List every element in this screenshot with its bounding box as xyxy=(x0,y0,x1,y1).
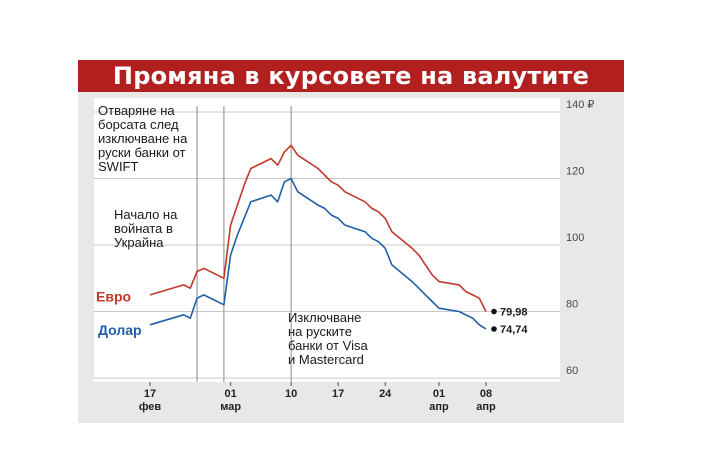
x-tick-month: мар xyxy=(220,401,241,413)
annotation-war: Украйна xyxy=(114,235,164,250)
x-tick-label: 24 xyxy=(379,388,392,400)
x-tick-month: апр xyxy=(476,401,496,413)
chart-card: Промяна в курсовете на валутите 140 ₽ 120… xyxy=(78,60,624,423)
annotation-war: Начало на xyxy=(114,207,178,222)
x-tick-month: фев xyxy=(139,401,162,413)
end-value-label: 79,98 xyxy=(500,307,528,319)
y-tick-label: 60 xyxy=(566,365,578,377)
annotation-war: войната в xyxy=(114,221,173,236)
y-tick-label: 80 xyxy=(566,299,578,311)
annotation-swift: борсата след xyxy=(98,117,179,132)
x-tick-label: 01 xyxy=(433,388,445,400)
annotation-cards: банки от Visa xyxy=(288,338,368,353)
x-tick-label: 08 xyxy=(480,388,492,400)
legend-label: Евро xyxy=(96,289,131,305)
annotation-cards: и Mastercard xyxy=(288,352,364,367)
x-tick-label: 10 xyxy=(285,388,297,400)
series-line xyxy=(149,177,487,330)
plot-area xyxy=(94,98,560,382)
x-tick-month: апр xyxy=(429,401,449,413)
annotation-swift: изключване на xyxy=(98,131,188,146)
series-line xyxy=(149,144,487,312)
annotation-cards: Изключване xyxy=(288,310,361,325)
annotation-cards: на руските xyxy=(288,324,352,339)
x-tick-label: 17 xyxy=(332,388,344,400)
chart-title: Промяна в курсовете на валутите xyxy=(78,60,624,92)
annotation-swift: SWIFT xyxy=(98,159,138,174)
end-point xyxy=(491,326,497,332)
y-tick-label: 120 xyxy=(566,166,584,178)
legend-label: Долар xyxy=(98,322,142,338)
end-point xyxy=(491,308,497,315)
annotation-swift: руски банки от xyxy=(98,145,186,160)
y-tick-label: 140 ₽ xyxy=(566,99,594,111)
annotation-swift: Отваряне на xyxy=(98,103,175,118)
x-tick-label: 01 xyxy=(225,388,237,400)
end-value-label: 74,74 xyxy=(500,324,528,336)
x-axis-band xyxy=(94,382,560,412)
y-tick-label: 100 xyxy=(566,232,584,244)
x-tick-label: 17 xyxy=(144,388,156,400)
